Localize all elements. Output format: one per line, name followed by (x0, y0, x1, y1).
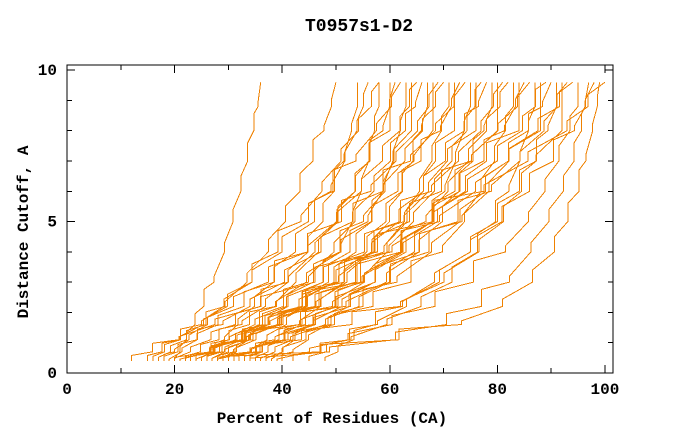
y-tick-label: 5 (47, 214, 57, 232)
x-tick-label: 0 (62, 381, 72, 399)
model-curve (131, 81, 606, 361)
model-curve (227, 82, 541, 361)
x-tick-label: 60 (380, 381, 399, 399)
model-curve (163, 81, 380, 361)
model-curve (157, 82, 337, 361)
model-curve (174, 82, 493, 361)
model-curve (217, 82, 557, 361)
model-curve (206, 81, 573, 361)
model-curve (227, 82, 601, 361)
x-axis-title: Percent of Residues (CA) (217, 410, 447, 428)
model-curve (260, 82, 455, 361)
model-curve (206, 81, 530, 361)
axes-layer: 0 20 40 60 80 100 0 5 10 (38, 62, 620, 399)
model-curve (324, 82, 595, 361)
model-curve (174, 82, 391, 361)
model-curve (276, 82, 579, 361)
model-curve (195, 81, 504, 361)
plot-border (66, 64, 614, 374)
model-curve (163, 81, 466, 361)
chart-title: T0957s1-D2 (305, 17, 413, 37)
model-curve (265, 82, 552, 361)
model-curve (195, 81, 547, 361)
model-curve (292, 82, 536, 361)
model-curve (217, 82, 514, 361)
y-tick-label: 10 (38, 62, 57, 80)
y-tick-label: 0 (47, 365, 57, 383)
x-tick-label: 80 (488, 381, 507, 399)
model-curves-layer (131, 81, 606, 361)
model-curve (152, 82, 401, 361)
model-curve (270, 81, 482, 361)
model-curve (184, 82, 428, 361)
model-curve (238, 82, 412, 361)
model-curve (206, 82, 369, 361)
model-curve (184, 82, 358, 361)
x-tick-label: 40 (273, 381, 292, 399)
model-curve (147, 82, 439, 361)
y-axis-title: Distance Cutoff, A (15, 145, 33, 318)
x-tick-label: 20 (165, 381, 184, 399)
model-curve (244, 82, 498, 361)
x-tick-label: 100 (591, 381, 620, 399)
model-curve (238, 81, 568, 361)
model-curve (179, 82, 450, 361)
